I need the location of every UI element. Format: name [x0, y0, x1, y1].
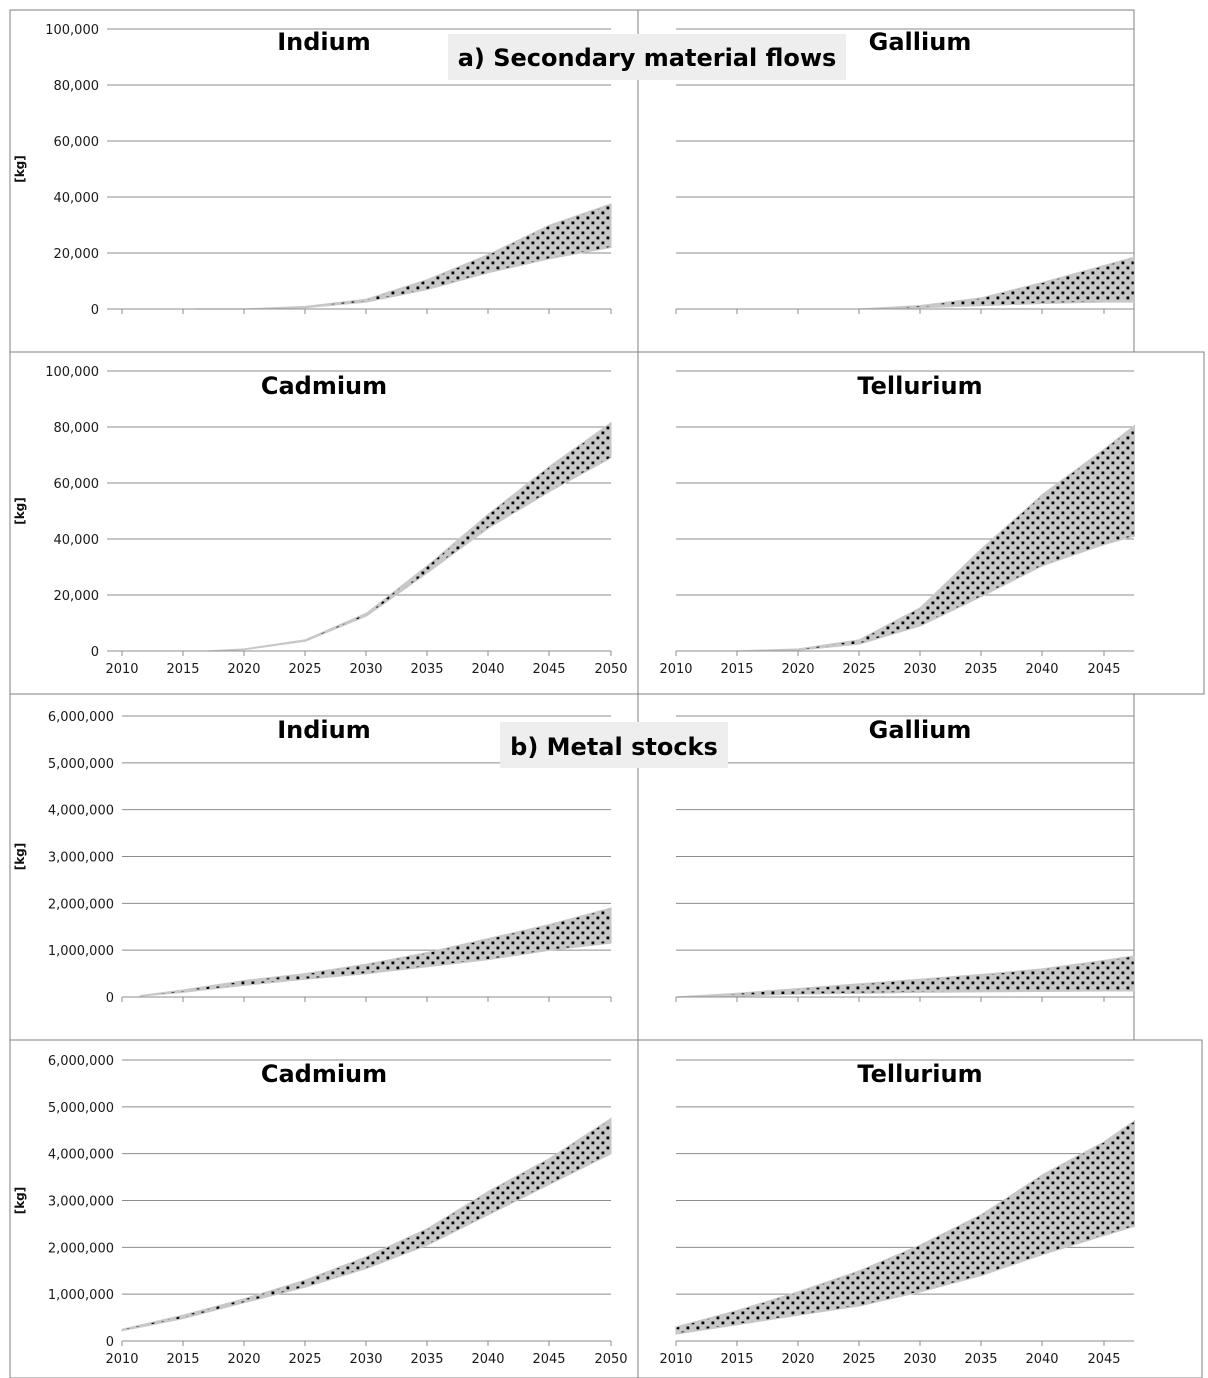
x-tick-label: 2015: [166, 1352, 199, 1367]
y-tick-label: 20,000: [54, 589, 100, 604]
range-band: [121, 1117, 612, 1332]
range-band: [195, 203, 612, 310]
range-band: [139, 907, 612, 997]
x-tick-label: 2020: [781, 662, 814, 677]
panel-frames: [9, 9, 1205, 1378]
x-tick-label: 2035: [410, 662, 443, 677]
x-tick-label: 2035: [964, 662, 997, 677]
x-tick-label: 2020: [781, 1352, 814, 1367]
chart-panel: 0 1,000,000 2,000,000 3,000,000 4,000,000 5,0…: [13, 710, 612, 1006]
x-tick-label: 2050: [594, 1352, 627, 1367]
x-tick-label: 2045: [1087, 662, 1120, 677]
x-tick-label: 2025: [288, 662, 321, 677]
x-tick-label: 2010: [659, 662, 692, 677]
panel-frame: [9, 351, 639, 695]
x-tick-label: 2030: [903, 1352, 936, 1367]
chart-title: Cadmium: [261, 1060, 387, 1088]
x-tick-label: 2045: [1087, 1352, 1120, 1367]
x-tick-label: 2015: [720, 1352, 753, 1367]
range-band: [675, 1119, 1135, 1335]
y-tick-label: 60,000: [54, 135, 100, 150]
x-tick-label: 2020: [227, 662, 260, 677]
x-tick-label: 2025: [842, 1352, 875, 1367]
y-tick-label: 4,000,000: [48, 804, 114, 819]
chart-title: Indium: [277, 716, 371, 744]
y-tick-label: 3,000,000: [48, 1195, 114, 1210]
section-title-b: b) Metal stocks: [510, 733, 718, 761]
y-tick-label: 6,000,000: [48, 710, 114, 725]
section-title-a: a) Secondary material flows: [458, 44, 837, 72]
x-tick-label: 2030: [349, 1352, 382, 1367]
y-tick-label: 100,000: [45, 365, 99, 380]
x-tick-label: 2025: [842, 662, 875, 677]
x-tick-label: 2040: [471, 662, 504, 677]
x-tick-label: 2015: [166, 662, 199, 677]
x-tick-label: 2025: [288, 1352, 321, 1367]
section-title-box-a: [448, 34, 846, 80]
x-tick-label: 2030: [903, 662, 936, 677]
y-tick-label: 3,000,000: [48, 851, 114, 866]
chart-title: Gallium: [869, 28, 972, 56]
chart-panel: 0 20,000 40,000 60,000 80,000 100,000 2010 2015…: [13, 365, 628, 677]
x-tick-label: 2010: [659, 1352, 692, 1367]
y-tick-label: 0: [91, 645, 99, 660]
panel-frame: [637, 1039, 1203, 1378]
chart-panels: 0 20,000 40,000 60,000 80,000 100,000 [kg] Indi…: [13, 23, 1135, 1367]
chart-panel: Gallium: [675, 28, 1135, 314]
x-tick-label: 2040: [471, 1352, 504, 1367]
section-title-box-b: [500, 722, 728, 768]
y-tick-label: 1,000,000: [48, 944, 114, 959]
y-tick-label: 6,000,000: [48, 1054, 114, 1069]
y-tick-label: 0: [106, 991, 114, 1006]
y-tick-label: 20,000: [54, 247, 100, 262]
x-tick-label: 2045: [532, 662, 565, 677]
y-tick-label: 5,000,000: [48, 1101, 114, 1116]
y-tick-label: 80,000: [54, 79, 100, 94]
range-band: [859, 256, 1135, 310]
range-band: [207, 421, 612, 652]
y-tick-label: 0: [106, 1335, 114, 1350]
y-axis-label: [kg]: [13, 1187, 27, 1215]
x-tick-label: 2035: [964, 1352, 997, 1367]
chart-panel: 0 1,000,000 2,000,000 3,000,000 4,000,000 5,0…: [13, 1054, 628, 1367]
chart-title: Cadmium: [261, 372, 387, 400]
x-tick-label: 2050: [594, 662, 627, 677]
y-axis-label: [kg]: [13, 843, 27, 871]
y-tick-label: 80,000: [54, 421, 100, 436]
x-tick-label: 2015: [720, 662, 753, 677]
chart-title: Tellurium: [857, 372, 982, 400]
y-tick-label: 0: [91, 303, 99, 318]
section-titles: a) Secondary material flows b) Metal sto…: [448, 34, 846, 768]
y-tick-label: 2,000,000: [48, 897, 114, 912]
x-tick-label: 2010: [105, 662, 138, 677]
chart-title: Gallium: [869, 716, 972, 744]
y-tick-label: 5,000,000: [48, 757, 114, 772]
x-tick-label: 2045: [532, 1352, 565, 1367]
chart-panel: Gallium: [675, 715, 1135, 1002]
x-tick-label: 2040: [1025, 1352, 1058, 1367]
y-axis-label: [kg]: [13, 497, 27, 525]
y-tick-label: 4,000,000: [48, 1148, 114, 1163]
chart-title: Tellurium: [857, 1060, 982, 1088]
x-tick-label: 2030: [349, 662, 382, 677]
x-tick-label: 2020: [227, 1352, 260, 1367]
chart-panel: 2010 2015 2020 2025 2030 2035 2040 2045 Telluriu…: [659, 1059, 1135, 1367]
chart-title: Indium: [277, 28, 371, 56]
x-tick-label: 2035: [410, 1352, 443, 1367]
y-tick-label: 100,000: [45, 23, 99, 38]
y-tick-label: 2,000,000: [48, 1241, 114, 1256]
range-band: [737, 424, 1135, 652]
x-tick-label: 2010: [105, 1352, 138, 1367]
x-tick-label: 2040: [1025, 662, 1058, 677]
y-axis-label: [kg]: [13, 155, 27, 183]
y-tick-label: 40,000: [54, 191, 100, 206]
y-tick-label: 40,000: [54, 533, 100, 548]
range-band: [675, 955, 1135, 998]
chart-panel: 0 20,000 40,000 60,000 80,000 100,000 [kg] Indi…: [13, 23, 612, 318]
y-tick-label: 1,000,000: [48, 1288, 114, 1303]
chart-panel: 2010 2015 2020 2025 2030 2035 2040 2045 Telluriu…: [659, 370, 1135, 677]
y-tick-label: 60,000: [54, 477, 100, 492]
